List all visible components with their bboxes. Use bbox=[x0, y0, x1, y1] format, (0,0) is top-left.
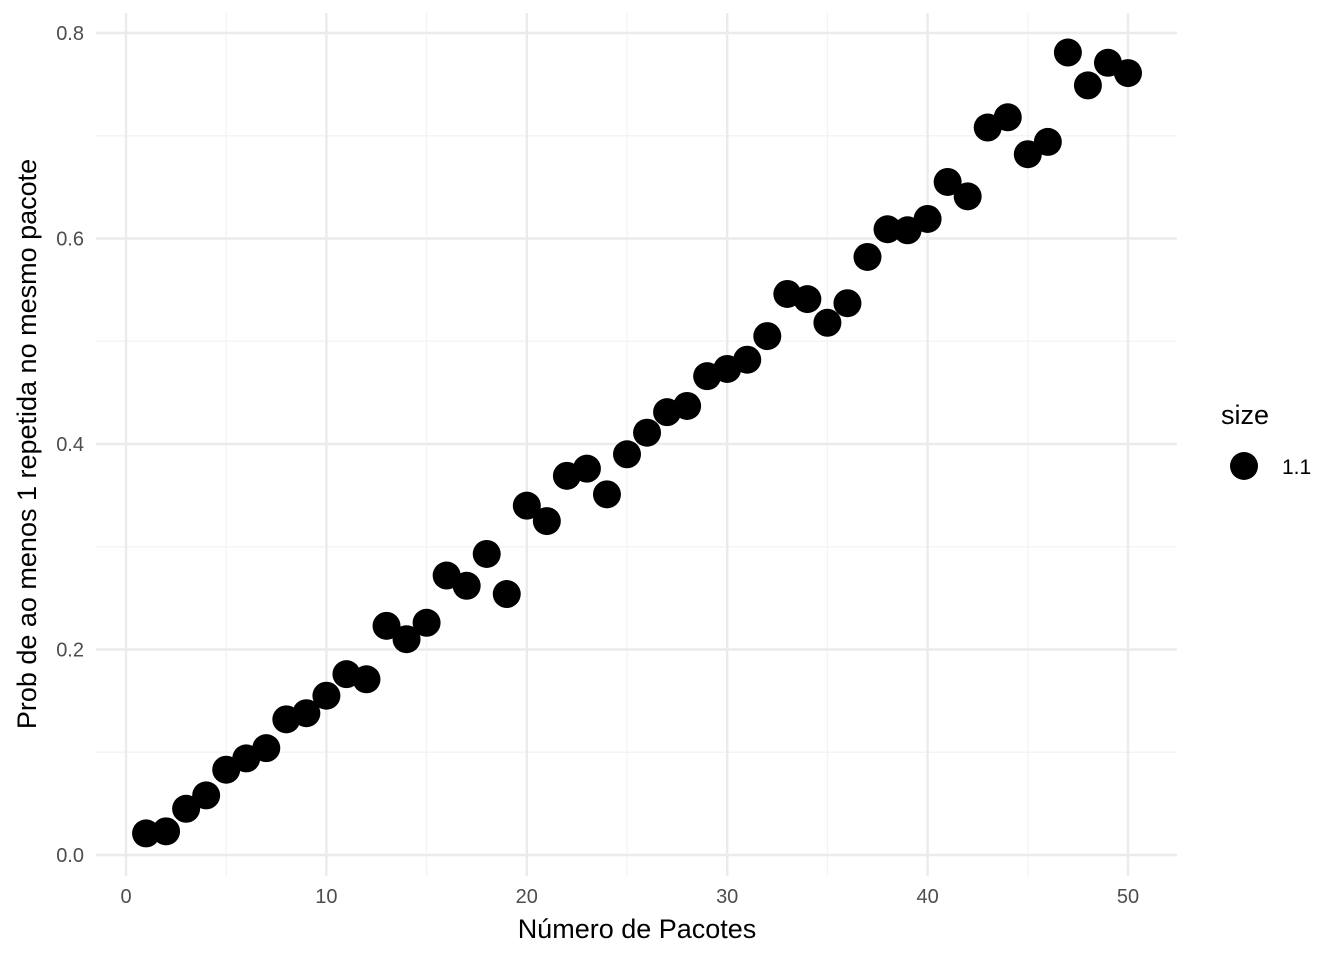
x-tick-label: 30 bbox=[716, 886, 738, 908]
x-axis-title: Número de Pacotes bbox=[518, 914, 757, 944]
data-point bbox=[592, 480, 621, 509]
data-point bbox=[372, 611, 401, 640]
data-point bbox=[312, 681, 341, 710]
y-tick-label: 0.2 bbox=[56, 640, 84, 662]
data-point bbox=[1073, 71, 1102, 100]
y-axis-tick-labels: 0.0 0.2 0.4 0.6 0.8 bbox=[56, 23, 84, 867]
x-tick-label: 40 bbox=[916, 886, 938, 908]
data-point bbox=[252, 734, 281, 763]
data-point bbox=[1114, 59, 1142, 88]
data-point bbox=[953, 182, 982, 211]
y-tick-label: 0.6 bbox=[56, 229, 84, 251]
data-point bbox=[753, 322, 782, 351]
y-axis-title: Prob de ao menos 1 repetida no mesmo pac… bbox=[12, 159, 42, 729]
data-point bbox=[192, 781, 221, 810]
data-point bbox=[452, 571, 481, 600]
data-point bbox=[913, 204, 942, 233]
x-tick-label: 20 bbox=[516, 886, 538, 908]
data-point bbox=[412, 608, 441, 637]
data-point bbox=[532, 507, 561, 536]
data-point bbox=[613, 440, 641, 469]
y-tick-label: 0.4 bbox=[56, 434, 84, 456]
legend-key-point bbox=[1230, 452, 1258, 480]
data-point bbox=[472, 539, 501, 568]
legend-title: size bbox=[1221, 400, 1269, 430]
x-tick-label: 0 bbox=[120, 886, 131, 908]
data-point bbox=[813, 308, 842, 337]
legend: size 1.1 bbox=[1221, 400, 1311, 480]
data-point bbox=[172, 794, 201, 823]
y-tick-label: 0.8 bbox=[56, 23, 84, 45]
data-points bbox=[132, 38, 1142, 848]
x-tick-label: 50 bbox=[1117, 886, 1139, 908]
data-point bbox=[572, 454, 601, 483]
data-point bbox=[512, 491, 541, 520]
data-point bbox=[793, 285, 822, 314]
data-point bbox=[152, 817, 181, 846]
x-axis-tick-labels: 0 10 20 30 40 50 bbox=[120, 886, 1139, 908]
x-tick-label: 10 bbox=[315, 886, 337, 908]
data-point bbox=[1053, 38, 1082, 67]
data-point bbox=[633, 418, 662, 447]
data-point bbox=[1033, 127, 1062, 156]
data-point bbox=[993, 103, 1022, 132]
data-point bbox=[492, 580, 521, 609]
data-point bbox=[873, 215, 902, 244]
legend-entry-label: 1.1 bbox=[1282, 456, 1311, 479]
y-tick-label: 0.0 bbox=[56, 845, 84, 867]
data-point bbox=[733, 345, 762, 374]
data-point bbox=[352, 665, 381, 694]
data-point bbox=[1013, 140, 1042, 169]
data-point bbox=[833, 289, 862, 318]
data-point bbox=[392, 625, 421, 654]
data-point bbox=[673, 391, 702, 420]
data-point bbox=[853, 242, 882, 271]
data-point bbox=[933, 167, 962, 196]
data-point bbox=[292, 699, 321, 728]
